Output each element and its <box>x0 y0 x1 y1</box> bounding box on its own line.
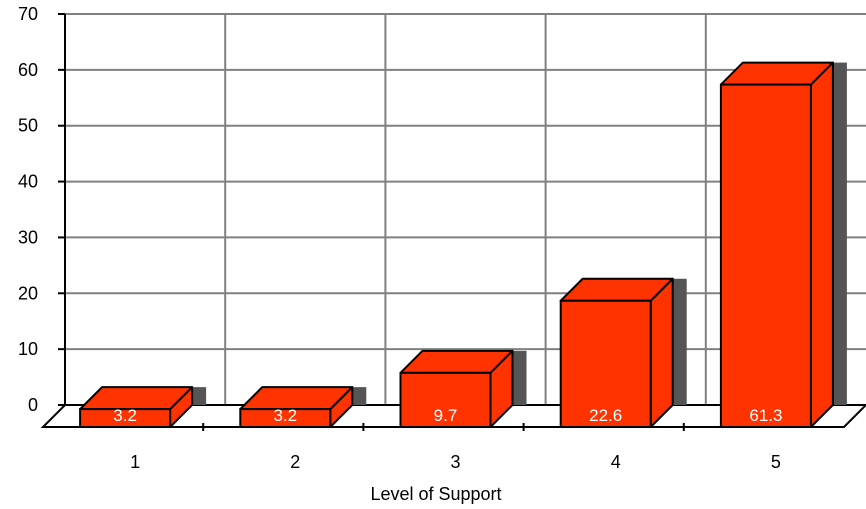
bar-1 <box>79 408 172 428</box>
y-tick-label: 60 <box>18 60 38 80</box>
x-tick-label: 1 <box>130 452 140 472</box>
y-tick-label: 20 <box>18 283 38 303</box>
bar-4 <box>559 299 652 428</box>
bar-2 <box>239 408 332 428</box>
x-tick-label: 5 <box>771 452 781 472</box>
y-tick-label: 40 <box>18 172 38 192</box>
y-tick-label: 0 <box>28 395 38 415</box>
bar-5 <box>719 83 812 429</box>
data-label: 61.3 <box>749 406 782 425</box>
bar-side-face <box>809 61 834 428</box>
x-axis-title: Level of Support <box>370 484 501 504</box>
labels-layer: 0 10 20 30 40 50 60 70 3.2 1 3.2 2 9.7 3 22.6 4 61.3 5 <box>18 4 782 472</box>
y-tick-label: 10 <box>18 339 38 359</box>
bar-side-face <box>649 277 674 428</box>
data-label: 3.2 <box>113 406 137 425</box>
x-tick-label: 2 <box>290 452 300 472</box>
x-tick-label: 3 <box>450 452 460 472</box>
y-tick-label: 30 <box>18 227 38 247</box>
data-label: 9.7 <box>434 406 458 425</box>
x-tick-label: 4 <box>611 452 621 472</box>
data-label: 22.6 <box>589 406 622 425</box>
y-tick-label: 50 <box>18 116 38 136</box>
bars-layer <box>79 61 847 429</box>
bar-3 <box>399 371 492 428</box>
data-label: 3.2 <box>273 406 297 425</box>
y-tick-label: 70 <box>18 4 38 24</box>
